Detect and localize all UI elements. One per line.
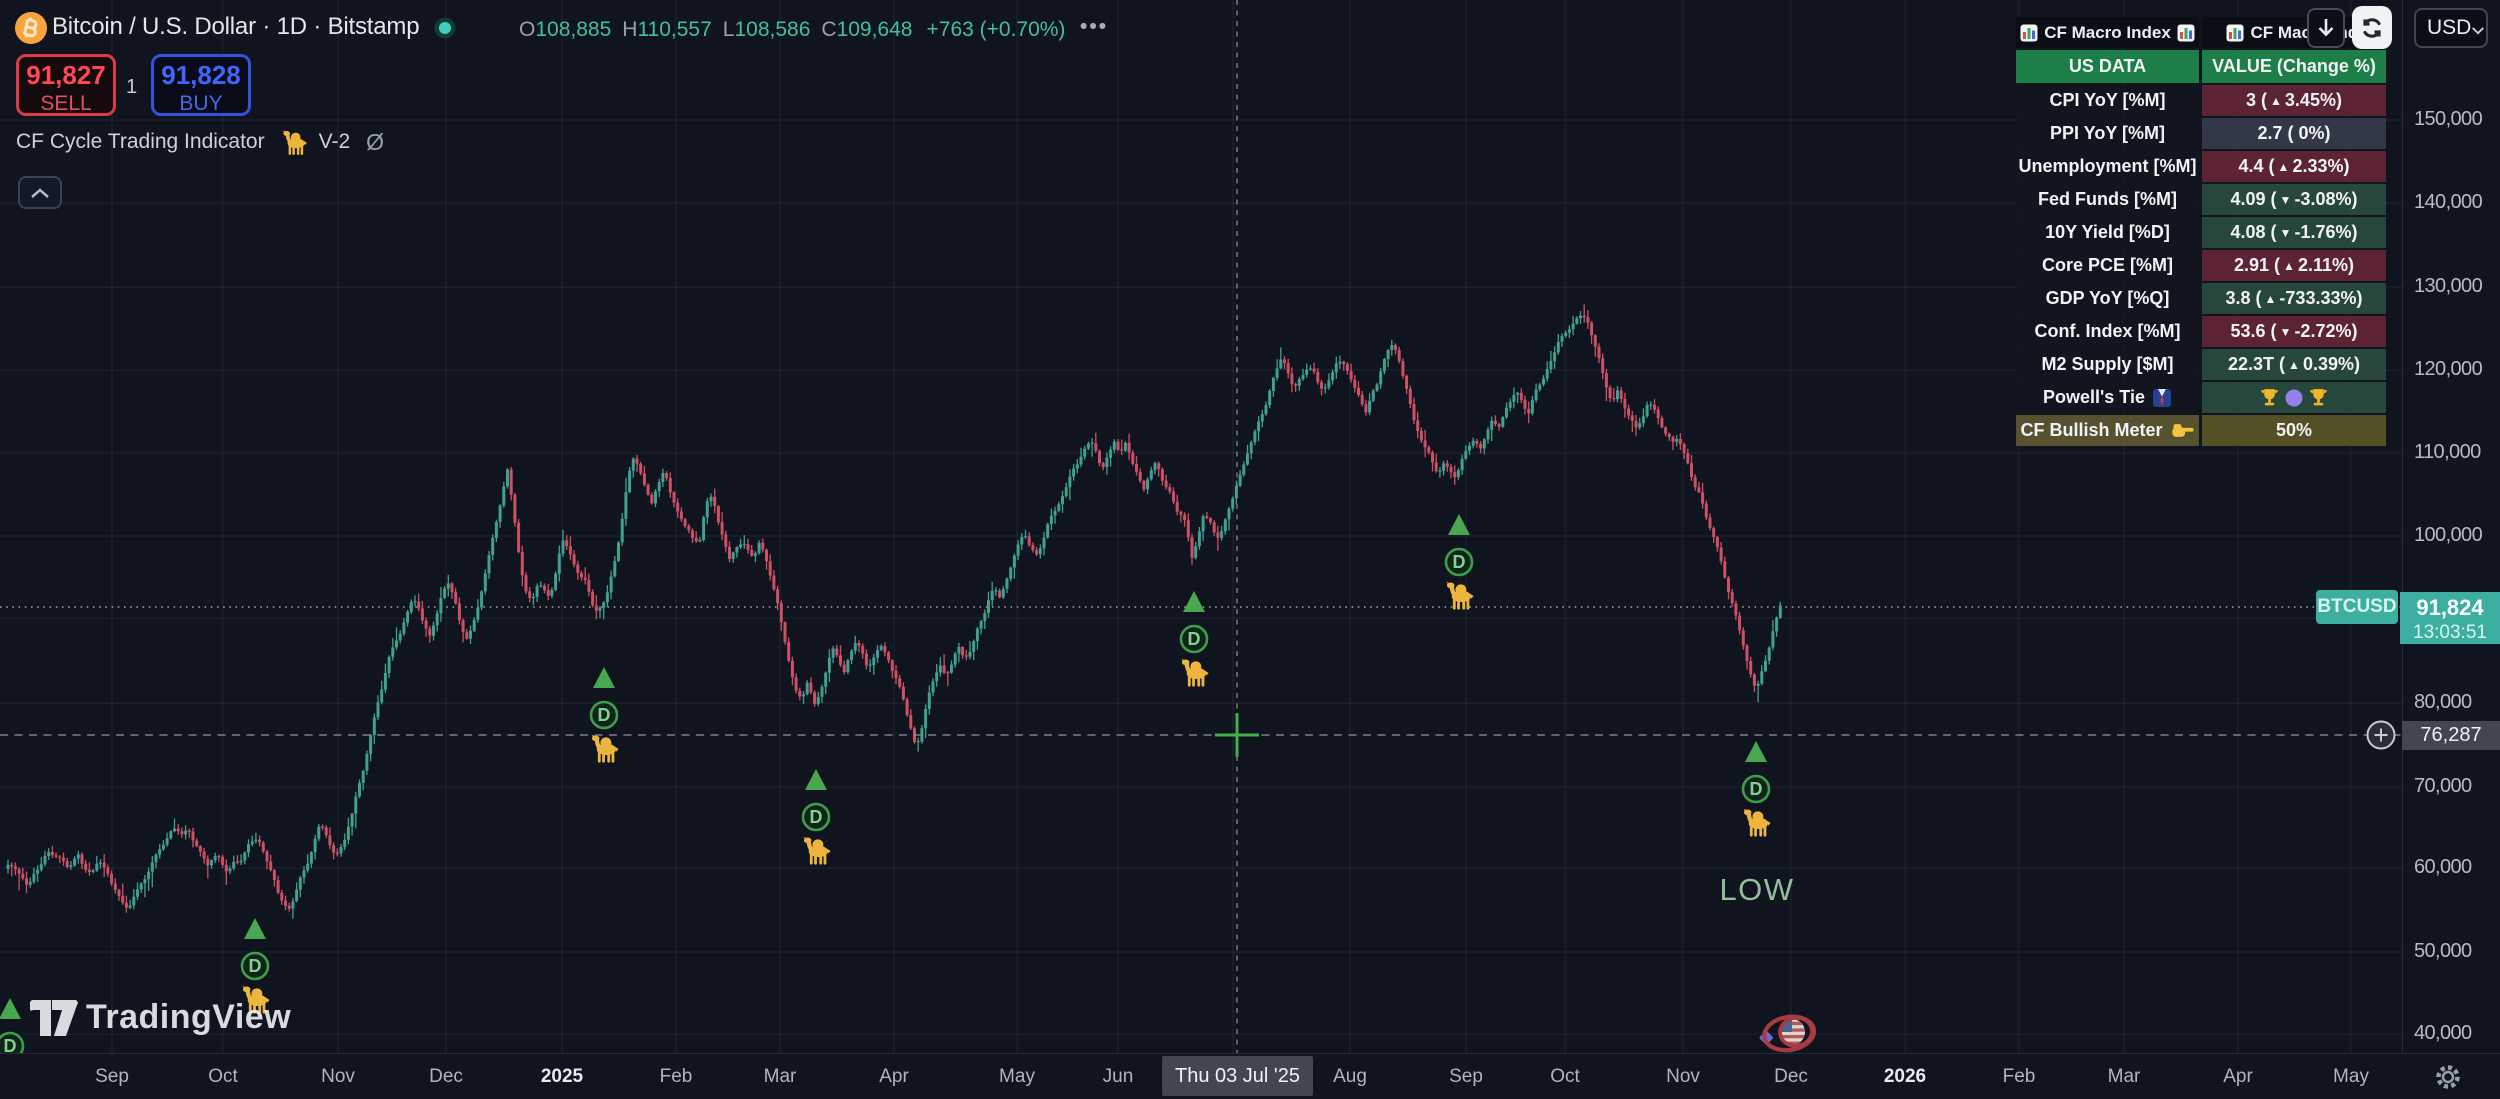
svg-text:D: D	[1188, 629, 1201, 649]
svg-text:D: D	[810, 807, 823, 827]
svg-text:D: D	[1453, 552, 1466, 572]
svg-text:D: D	[249, 956, 262, 976]
svg-text:D: D	[4, 1036, 17, 1053]
svg-text:LOW: LOW	[1719, 872, 1794, 907]
svg-text:D: D	[1750, 779, 1763, 799]
svg-text:D: D	[598, 705, 611, 725]
